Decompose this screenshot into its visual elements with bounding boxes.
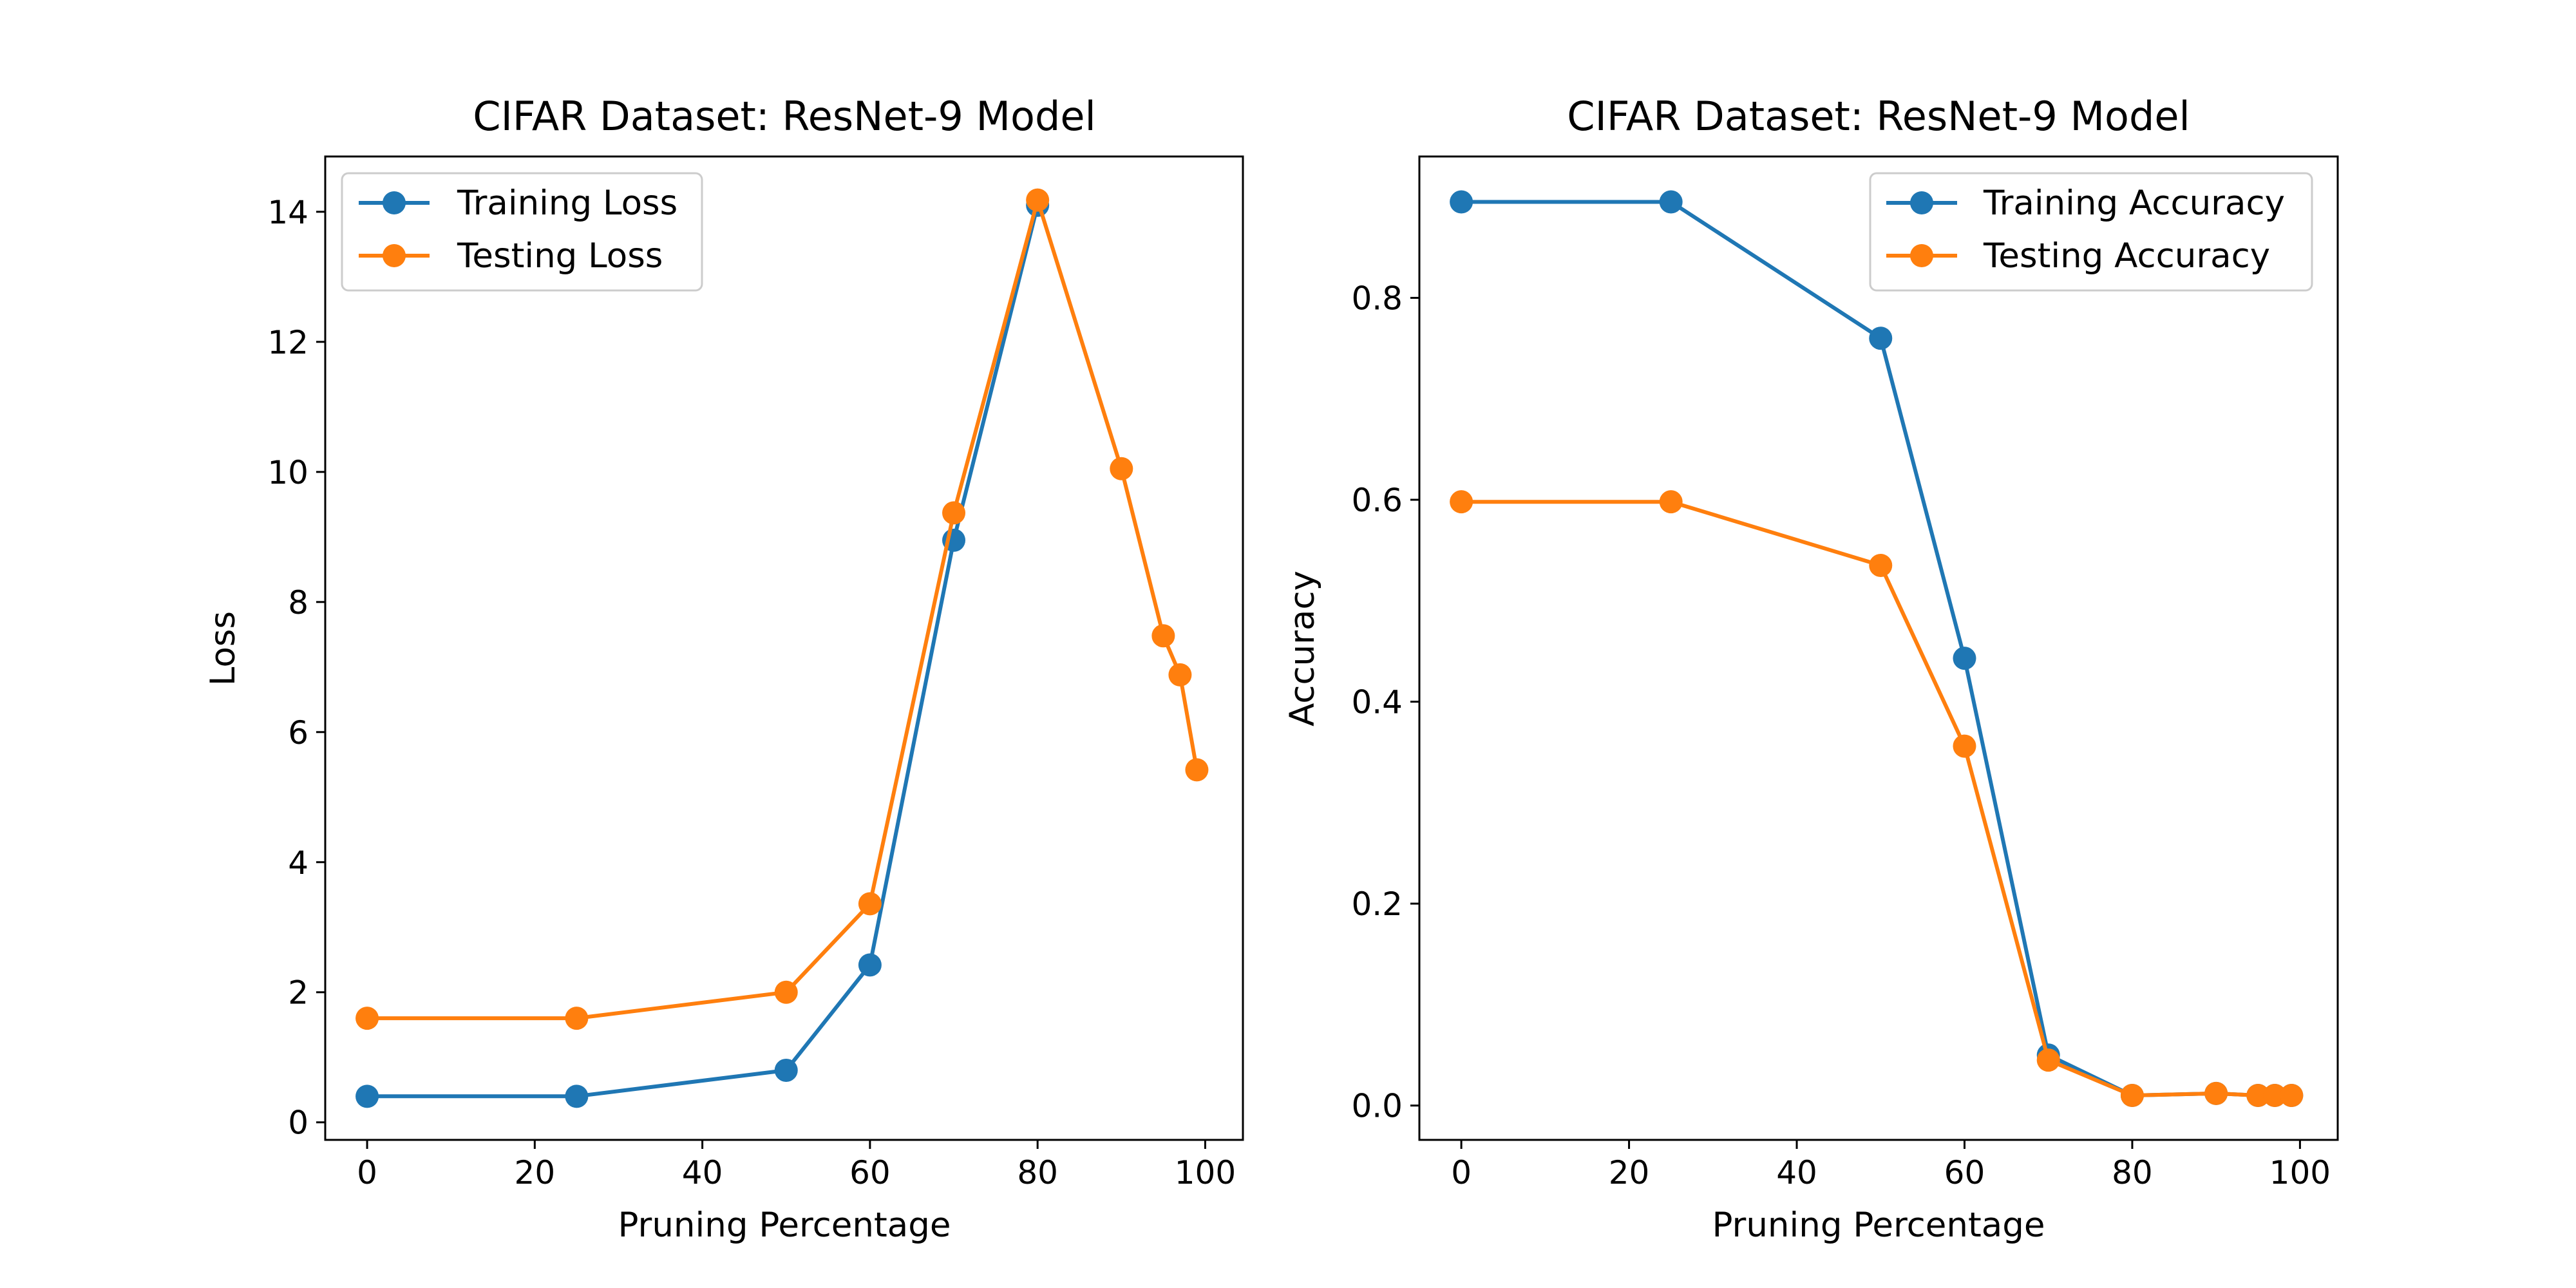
- legend-loss: Training Loss Testing Loss: [341, 172, 703, 292]
- legend-label-training-loss: Training Loss: [457, 184, 677, 223]
- data-point-testing-loss: [1026, 188, 1050, 212]
- legend-marker-testing-loss: [383, 244, 406, 267]
- data-point-testing-loss: [355, 1007, 379, 1030]
- axes-frame: [1418, 155, 2339, 1141]
- chart-title-accuracy: CIFAR Dataset: ResNet-9 Model: [1567, 93, 2190, 140]
- legend-label-testing-accuracy: Testing Accuracy: [1983, 236, 2270, 276]
- legend-label-training-accuracy: Training Accuracy: [1983, 184, 2285, 223]
- chart-title-loss: CIFAR Dataset: ResNet-9 Model: [473, 93, 1095, 140]
- data-point-training-loss: [565, 1084, 589, 1108]
- y-tick-label: 0.4: [1351, 684, 1403, 721]
- y-tick-label: 8: [288, 584, 308, 621]
- y-axis-label-accuracy: Accuracy: [1283, 571, 1322, 726]
- y-tick-label: 0: [288, 1104, 308, 1142]
- legend-entry-testing-accuracy: Testing Accuracy: [1886, 236, 2270, 276]
- legend-marker-training-accuracy: [1910, 191, 1933, 214]
- x-tick-label: 20: [515, 1154, 556, 1191]
- legend-frame: [1869, 172, 2313, 292]
- x-tick-label: 100: [1175, 1154, 1236, 1191]
- x-tick-label: 80: [1017, 1154, 1058, 1191]
- y-tick-label: 10: [267, 454, 308, 491]
- data-point-testing-accuracy: [2246, 1084, 2270, 1108]
- y-axis-label-loss: Loss: [204, 611, 243, 686]
- data-point-testing-loss: [1151, 624, 1175, 648]
- data-point-testing-loss: [1185, 758, 1209, 782]
- y-tick-label: 6: [288, 714, 308, 752]
- x-tick-label: 20: [1609, 1154, 1650, 1191]
- data-point-testing-loss: [1168, 663, 1192, 687]
- data-point-testing-loss: [858, 892, 882, 916]
- legend-entry-training-loss: Training Loss: [359, 184, 677, 223]
- data-point-training-loss: [355, 1084, 379, 1108]
- legend-label-testing-loss: Testing Loss: [457, 236, 663, 276]
- y-tick-label: 0.8: [1351, 279, 1403, 317]
- x-axis-label-accuracy: Pruning Percentage: [1712, 1206, 2045, 1245]
- x-tick-label: 80: [2112, 1154, 2153, 1191]
- data-point-testing-accuracy: [2263, 1084, 2287, 1108]
- data-point-testing-accuracy: [1953, 734, 1976, 758]
- x-tick-label: 0: [1451, 1154, 1472, 1191]
- data-point-training-accuracy: [1869, 327, 1893, 350]
- data-point-training-loss: [774, 1058, 798, 1082]
- data-point-training-loss: [858, 953, 882, 977]
- data-point-testing-loss: [942, 501, 966, 525]
- plot-area-accuracy: 0 20 40 60 80 100 0.0 0.2 0.4 0.6 0.8: [1351, 155, 2339, 1191]
- x-axis-label-loss: Pruning Percentage: [618, 1206, 951, 1245]
- data-point-testing-accuracy: [2280, 1084, 2304, 1108]
- data-point-testing-accuracy: [1450, 490, 1473, 514]
- y-tick-label: 0.6: [1351, 482, 1403, 519]
- legend-marker-testing-accuracy: [1910, 244, 1933, 267]
- data-point-training-accuracy: [1953, 647, 1976, 670]
- subplot-accuracy: CIFAR Dataset: ResNet-9 Model Pruning Pe…: [1283, 93, 2339, 1245]
- data-point-testing-accuracy: [2036, 1048, 2060, 1072]
- series-line-training-loss: [367, 204, 1040, 1099]
- data-point-training-accuracy: [1450, 190, 1473, 214]
- legend-marker-training-loss: [383, 191, 406, 214]
- legend-entry-training-accuracy: Training Accuracy: [1886, 184, 2285, 223]
- x-tick-label: 40: [1776, 1154, 1817, 1191]
- data-point-testing-loss: [774, 980, 798, 1004]
- x-tick-label: 100: [2269, 1154, 2331, 1191]
- y-tick-label: 12: [267, 324, 308, 361]
- data-point-testing-loss: [1110, 457, 1133, 480]
- x-tick-label: 60: [1944, 1154, 1985, 1191]
- x-tick-label: 60: [849, 1154, 891, 1191]
- legend-entry-testing-loss: Testing Loss: [359, 236, 663, 276]
- legend-frame: [341, 172, 703, 292]
- y-tick-label: 0.0: [1351, 1088, 1403, 1125]
- data-point-testing-loss: [565, 1007, 589, 1030]
- y-tick-label: 4: [288, 844, 308, 882]
- data-point-testing-accuracy: [1659, 490, 1683, 514]
- data-point-testing-accuracy: [1869, 553, 1893, 577]
- data-point-training-accuracy: [1659, 190, 1683, 214]
- data-point-testing-accuracy: [2204, 1081, 2228, 1105]
- legend-accuracy: Training Accuracy Testing Accuracy: [1869, 172, 2313, 292]
- subplot-loss: CIFAR Dataset: ResNet-9 Model Pruning Pe…: [204, 93, 1244, 1245]
- axes-frame: [324, 155, 1244, 1141]
- plot-area-loss: 0 20 40 60 80 100 0 2 4 6 8 10 12 14: [267, 155, 1244, 1191]
- x-tick-label: 40: [682, 1154, 723, 1191]
- x-tick-label: 0: [357, 1154, 377, 1191]
- data-point-testing-accuracy: [2120, 1084, 2144, 1108]
- y-tick-label: 14: [267, 194, 308, 231]
- series-line-testing-loss: [367, 198, 1199, 1021]
- y-tick-label: 0.2: [1351, 886, 1403, 923]
- y-tick-label: 2: [288, 974, 308, 1012]
